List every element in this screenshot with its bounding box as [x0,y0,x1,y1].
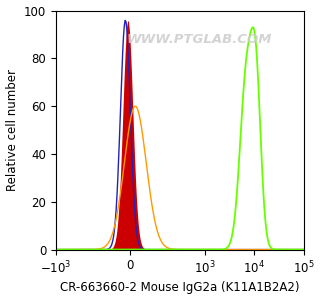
Text: WWW.PTGLAB.COM: WWW.PTGLAB.COM [127,33,272,46]
X-axis label: CR-663660-2 Mouse IgG2a (K11A1B2A2): CR-663660-2 Mouse IgG2a (K11A1B2A2) [60,281,300,294]
Y-axis label: Relative cell number: Relative cell number [5,69,19,191]
